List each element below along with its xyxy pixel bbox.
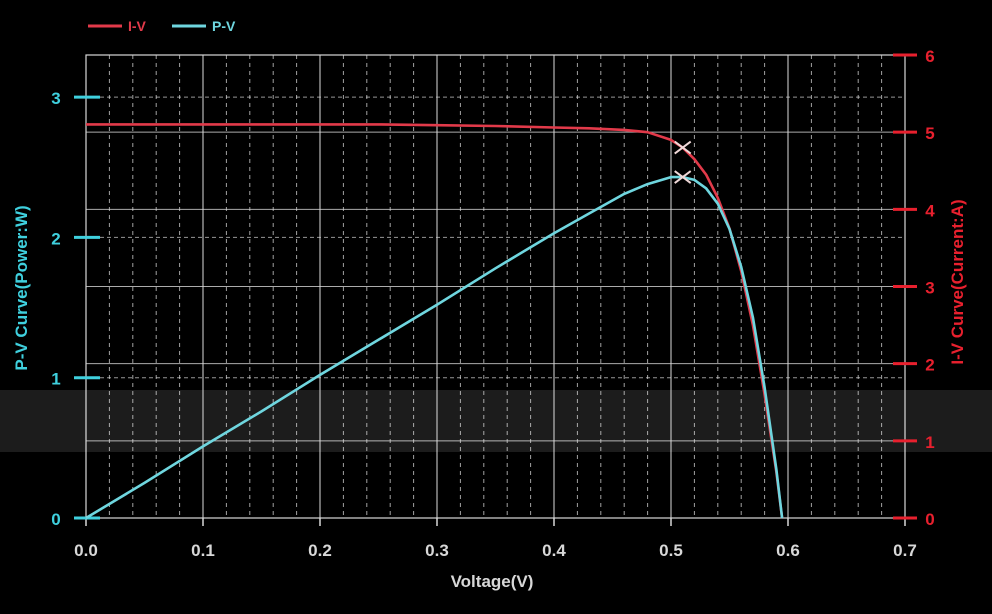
y-left-axis-title: P-V Curve(Power:W) <box>12 205 31 370</box>
x-tick-label: 0.5 <box>659 541 683 560</box>
x-axis-title: Voltage(V) <box>451 572 534 591</box>
series-layer <box>85 123 784 520</box>
grid <box>0 54 992 519</box>
legend-item-p-v[interactable]: P-V <box>172 18 236 34</box>
overlay-band <box>0 390 992 452</box>
y-right-tick-label: 4 <box>925 201 935 220</box>
legend-label: I-V <box>128 18 147 34</box>
x-tick-label: 0.4 <box>542 541 566 560</box>
y-left-tick-label: 1 <box>51 370 60 389</box>
y-left-tick-label: 2 <box>51 229 60 248</box>
y-right-tick-label: 1 <box>925 433 934 452</box>
legend[interactable]: I-V P-V <box>88 18 236 34</box>
y-left-tick-label: 3 <box>51 89 60 108</box>
y-left-tick-label: 0 <box>51 510 60 529</box>
x-tick-label: 0.0 <box>74 541 98 560</box>
y-right-tick-label: 2 <box>925 356 934 375</box>
x-tick-label: 0.6 <box>776 541 800 560</box>
y-right-tick-label: 0 <box>925 510 934 529</box>
x-tick-label: 0.3 <box>425 541 449 560</box>
marker-p-v <box>674 170 692 184</box>
y-right-axis-title: I-V Curve(Current:A) <box>948 199 967 364</box>
x-tick-label: 0.2 <box>308 541 332 560</box>
marker-i-v <box>674 140 692 155</box>
y-right-tick-label: 3 <box>925 279 934 298</box>
x-tick-label: 0.1 <box>191 541 215 560</box>
axes: 0.0 0.1 0.2 0.3 0.4 0.5 0.6 0.7 0 1 2 3 0 1 2 3 4 5 6 <box>51 47 935 560</box>
legend-item-i-v[interactable]: I-V <box>88 18 147 34</box>
legend-label: P-V <box>212 18 236 34</box>
y-right-tick-label: 5 <box>925 124 934 143</box>
y-right-tick-label: 6 <box>925 47 934 66</box>
series-line-p-v <box>85 175 784 520</box>
x-tick-label: 0.7 <box>893 541 917 560</box>
